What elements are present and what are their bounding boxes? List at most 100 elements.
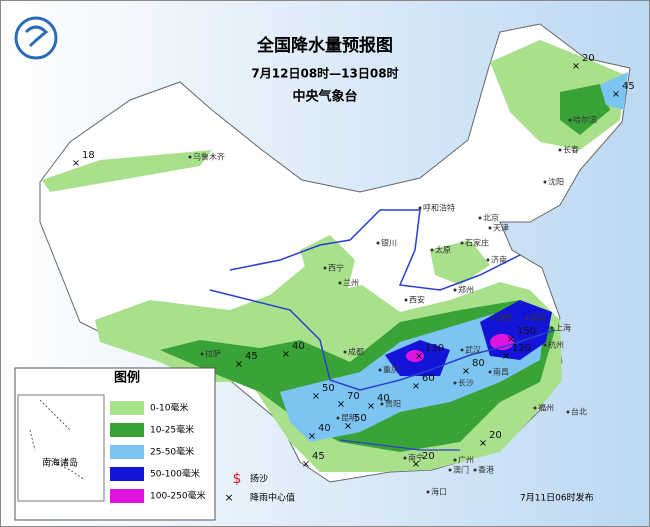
legend-title: 图例 — [114, 370, 140, 386]
rain-center-value: 70 — [347, 391, 360, 402]
city-label: 武汉 — [465, 345, 481, 355]
rain-center-mark: × — [302, 459, 310, 470]
city-label: 乌鲁木齐 — [193, 152, 225, 162]
rain-center-mark: × — [235, 359, 243, 370]
rain-center-mark: × — [412, 459, 420, 470]
city-label: 拉萨 — [205, 349, 221, 359]
inset-box — [17, 394, 105, 502]
city-label: 台北 — [571, 407, 587, 417]
period: 7月12日08时—13日08时 — [251, 66, 398, 81]
city-dot — [323, 266, 327, 270]
rain-center-mark: × — [308, 431, 316, 442]
city-label: 长春 — [563, 145, 579, 155]
rain-center-value: 45 — [245, 351, 258, 362]
sand-symbol: $ — [233, 471, 242, 487]
rain-25-50 — [280, 72, 628, 442]
city-dot — [404, 298, 408, 302]
rain-center-mark: × — [337, 399, 345, 410]
rain-center-mark: × — [462, 366, 470, 377]
legend-symbol-label: 降雨中心值 — [250, 492, 295, 504]
logo — [14, 16, 58, 60]
rain-100-250 — [406, 350, 424, 362]
rain-0-10-north — [300, 235, 490, 300]
city-dot — [473, 468, 477, 472]
pearl-river — [339, 439, 460, 451]
legend-label: 50-100毫米 — [150, 468, 200, 480]
city-label: 银川 — [381, 238, 397, 248]
rain-center-value: 50 — [354, 413, 367, 424]
legend-swatch — [110, 489, 144, 503]
rain-center-value: 45 — [312, 451, 325, 462]
rain-center-mark: × — [312, 391, 320, 402]
city-label: 石家庄 — [465, 238, 489, 248]
city-label: 澳门 — [453, 465, 469, 475]
rain-center-mark: × — [507, 334, 515, 345]
city-label: 郑州 — [458, 285, 474, 295]
rain-center-value: 50 — [322, 383, 335, 394]
city-dot — [430, 248, 434, 252]
city-dot — [488, 226, 492, 230]
rain-center-mark: × — [282, 349, 290, 360]
city-label: 太原 — [435, 245, 451, 255]
city-label: 兰州 — [343, 278, 359, 288]
city-dot — [543, 180, 547, 184]
legend-label: 100-250毫米 — [150, 490, 206, 502]
city-dot — [566, 410, 570, 414]
city-dot — [550, 326, 554, 330]
center-symbol: × — [224, 491, 233, 504]
city-label: 广州 — [458, 455, 474, 465]
city-label: 南宁 — [408, 453, 424, 463]
city-label: 西安 — [409, 295, 425, 305]
rain-center-value: 18 — [82, 150, 95, 161]
city-label: 昆明 — [341, 414, 357, 423]
city-dot — [525, 316, 529, 320]
city-dot — [478, 216, 482, 220]
legend-swatch — [110, 445, 144, 459]
city-dot — [533, 406, 537, 410]
city-label: 哈尔滨 — [573, 115, 597, 125]
city-dot — [426, 490, 430, 494]
rain-center-mark: × — [479, 438, 487, 449]
rain-center-mark: × — [344, 421, 352, 432]
legend-label: 0-10毫米 — [150, 402, 188, 414]
city-label: 上海 — [555, 323, 571, 333]
rain-center-mark: × — [415, 351, 423, 362]
city-label: 西宁 — [328, 263, 344, 273]
rain-center-mark: × — [502, 351, 510, 362]
rain-center-value: 20 — [582, 53, 595, 64]
issuer: 中央气象台 — [292, 89, 357, 105]
rain-center-mark: × — [612, 89, 620, 100]
city-dot — [403, 456, 407, 460]
yangtze-river — [209, 289, 556, 391]
rain-center-value: 40 — [292, 341, 305, 352]
city-label: 北京 — [483, 213, 499, 223]
city-dot — [200, 352, 204, 356]
city-dot — [336, 416, 340, 420]
title: 全国降水量预报图 — [256, 35, 393, 56]
legend-swatch — [110, 467, 144, 481]
city-dot — [453, 458, 457, 462]
rain-center-value: 40 — [318, 423, 331, 434]
city-dot — [488, 370, 492, 374]
city-dot — [543, 343, 547, 347]
city-dot — [453, 288, 457, 292]
rain-center-value: 20 — [422, 451, 435, 462]
city-dot — [460, 348, 464, 352]
rain-center-mark: × — [412, 381, 420, 392]
city-label: 济南 — [491, 255, 507, 265]
rain-center-value: 150 — [517, 326, 536, 337]
city-label: 成都 — [348, 347, 364, 357]
city-dot — [453, 381, 457, 385]
legend-label: 25-50毫米 — [150, 446, 194, 458]
rain-center-value: 120 — [512, 343, 531, 354]
city-dot — [491, 316, 495, 320]
city-label: 长沙 — [458, 378, 474, 388]
city-label: 沈阳 — [548, 177, 564, 187]
inset-islands — [29, 399, 86, 481]
city-dot — [188, 155, 192, 159]
footer: 7月11日06时发布 — [520, 492, 594, 504]
city-label: 重庆 — [383, 365, 399, 375]
city-label: 贵阳 — [385, 399, 401, 409]
rain-center-value: 80 — [472, 358, 485, 369]
city-label: 南昌 — [493, 367, 509, 377]
